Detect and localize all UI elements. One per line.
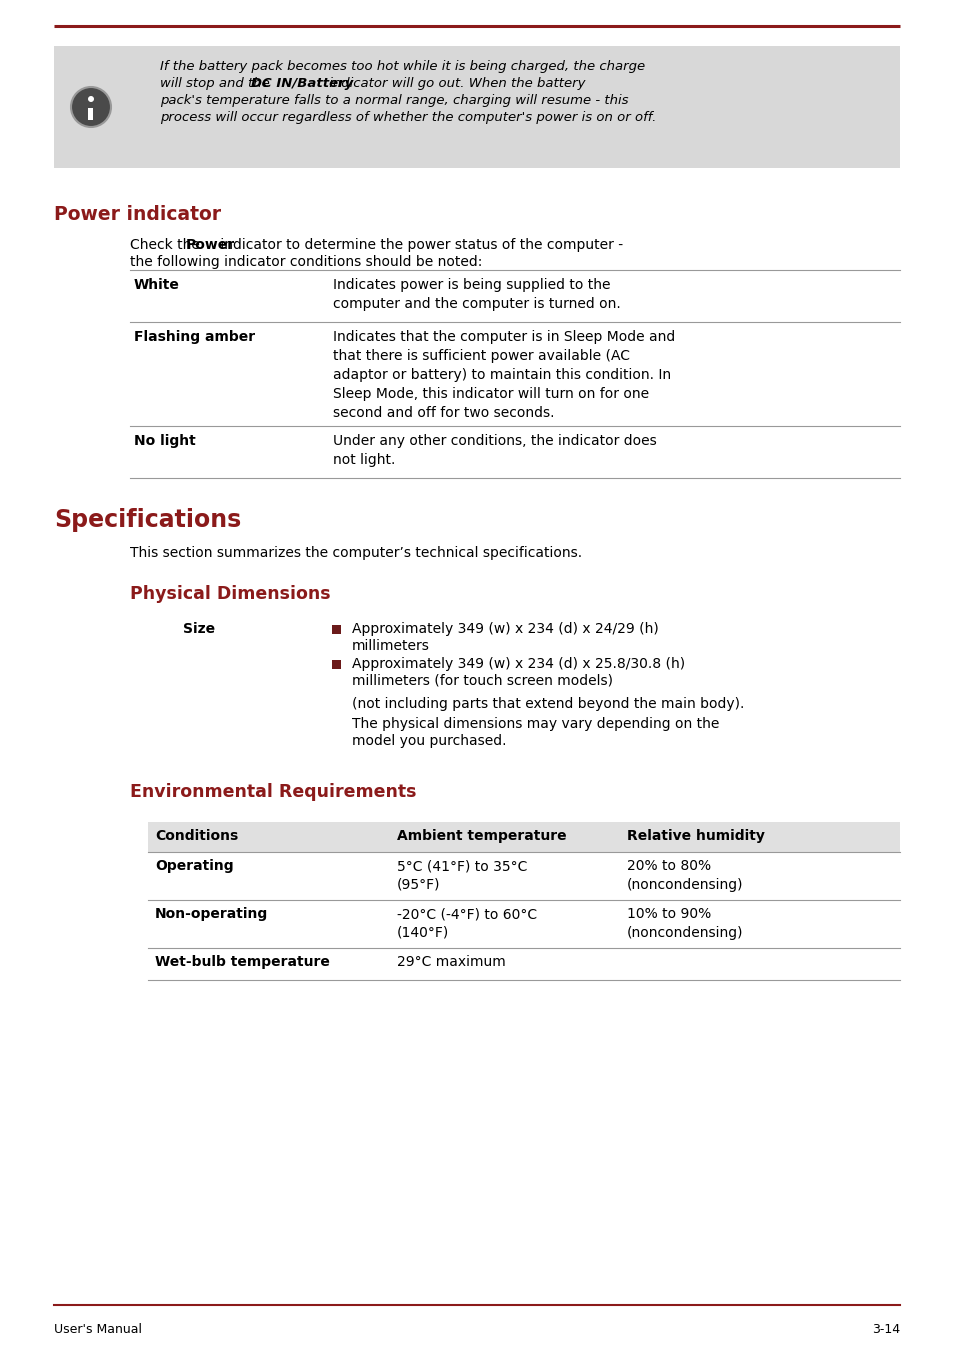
Bar — [89, 108, 93, 120]
Text: Check the: Check the — [130, 238, 204, 252]
Text: If the battery pack becomes too hot while it is being charged, the charge: If the battery pack becomes too hot whil… — [160, 61, 644, 73]
Text: Wet-bulb temperature: Wet-bulb temperature — [154, 955, 330, 968]
Text: will stop and the: will stop and the — [160, 77, 274, 90]
Text: Indicates power is being supplied to the
computer and the computer is turned on.: Indicates power is being supplied to the… — [333, 278, 620, 311]
Text: Approximately 349 (w) x 234 (d) x 24/29 (h): Approximately 349 (w) x 234 (d) x 24/29 … — [352, 621, 659, 636]
Text: Physical Dimensions: Physical Dimensions — [130, 585, 331, 603]
Text: millimeters: millimeters — [352, 639, 430, 654]
Text: millimeters (for touch screen models): millimeters (for touch screen models) — [352, 674, 613, 689]
Text: Environmental Requirements: Environmental Requirements — [130, 783, 416, 802]
Text: 20% to 80%
(noncondensing): 20% to 80% (noncondensing) — [626, 859, 742, 892]
Text: Non-operating: Non-operating — [154, 907, 268, 921]
Text: DC IN/Battery: DC IN/Battery — [251, 77, 353, 90]
Text: the following indicator conditions should be noted:: the following indicator conditions shoul… — [130, 256, 482, 269]
Text: Operating: Operating — [154, 859, 233, 873]
Bar — [54, 46, 899, 168]
Text: Size: Size — [183, 621, 214, 636]
Text: model you purchased.: model you purchased. — [352, 734, 506, 748]
Text: indicator will go out. When the battery: indicator will go out. When the battery — [325, 77, 585, 90]
Circle shape — [71, 87, 111, 126]
Text: Indicates that the computer is in Sleep Mode and
that there is sufficient power : Indicates that the computer is in Sleep … — [333, 330, 675, 420]
Text: Ambient temperature: Ambient temperature — [396, 829, 566, 843]
Text: Power indicator: Power indicator — [54, 204, 221, 225]
Text: 29°C maximum: 29°C maximum — [396, 955, 505, 968]
Bar — [148, 822, 899, 851]
Text: User's Manual: User's Manual — [54, 1323, 142, 1336]
Text: pack's temperature falls to a normal range, charging will resume - this: pack's temperature falls to a normal ran… — [160, 94, 628, 108]
Text: 5°C (41°F) to 35°C
(95°F): 5°C (41°F) to 35°C (95°F) — [396, 859, 527, 892]
Text: This section summarizes the computer’s technical specifications.: This section summarizes the computer’s t… — [130, 546, 581, 560]
Text: process will occur regardless of whether the computer's power is on or off.: process will occur regardless of whether… — [160, 112, 656, 124]
Text: No light: No light — [133, 434, 195, 448]
Text: Relative humidity: Relative humidity — [626, 829, 764, 843]
Text: Flashing amber: Flashing amber — [133, 330, 254, 344]
Text: Under any other conditions, the indicator does
not light.: Under any other conditions, the indicato… — [333, 434, 656, 467]
Text: (not including parts that extend beyond the main body).: (not including parts that extend beyond … — [352, 697, 743, 712]
Circle shape — [88, 95, 94, 102]
Text: Specifications: Specifications — [54, 508, 241, 533]
Text: White: White — [133, 278, 180, 292]
Text: Approximately 349 (w) x 234 (d) x 25.8/30.8 (h): Approximately 349 (w) x 234 (d) x 25.8/3… — [352, 656, 684, 671]
Bar — [332, 625, 340, 633]
Text: Conditions: Conditions — [154, 829, 238, 843]
Text: Power: Power — [185, 238, 234, 252]
Text: The physical dimensions may vary depending on the: The physical dimensions may vary dependi… — [352, 717, 719, 730]
Text: -20°C (-4°F) to 60°C
(140°F): -20°C (-4°F) to 60°C (140°F) — [396, 907, 537, 940]
Bar — [332, 660, 340, 668]
Text: 3-14: 3-14 — [871, 1323, 899, 1336]
Text: 10% to 90%
(noncondensing): 10% to 90% (noncondensing) — [626, 907, 742, 940]
Text: indicator to determine the power status of the computer -: indicator to determine the power status … — [216, 238, 623, 252]
